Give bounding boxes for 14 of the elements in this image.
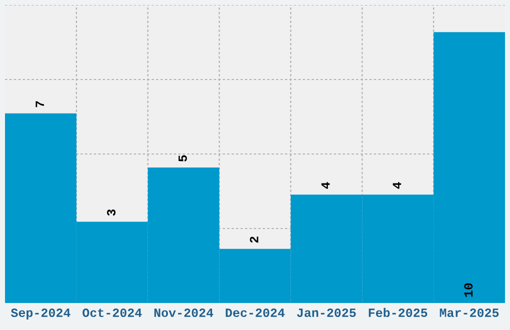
- data-label: 3: [107, 209, 116, 216]
- data-label: 2: [250, 236, 258, 243]
- x-tick-label: Sep-2024: [10, 308, 70, 320]
- x-tick-label: Nov-2024: [154, 308, 214, 318]
- x-tick-label: Mar-2025: [440, 308, 499, 318]
- x-tick-label: Feb-2025: [368, 308, 428, 318]
- data-label: 7: [36, 101, 44, 108]
- data-label: 4: [392, 182, 402, 189]
- data-label: 4: [321, 182, 330, 189]
- x-tick-label: Dec-2024: [226, 308, 285, 318]
- x-tick-label: Jan-2025: [297, 308, 356, 318]
- x-tick-label: Oct-2024: [82, 308, 142, 318]
- data-label: 5: [178, 155, 187, 162]
- data-label: 10: [464, 283, 473, 297]
